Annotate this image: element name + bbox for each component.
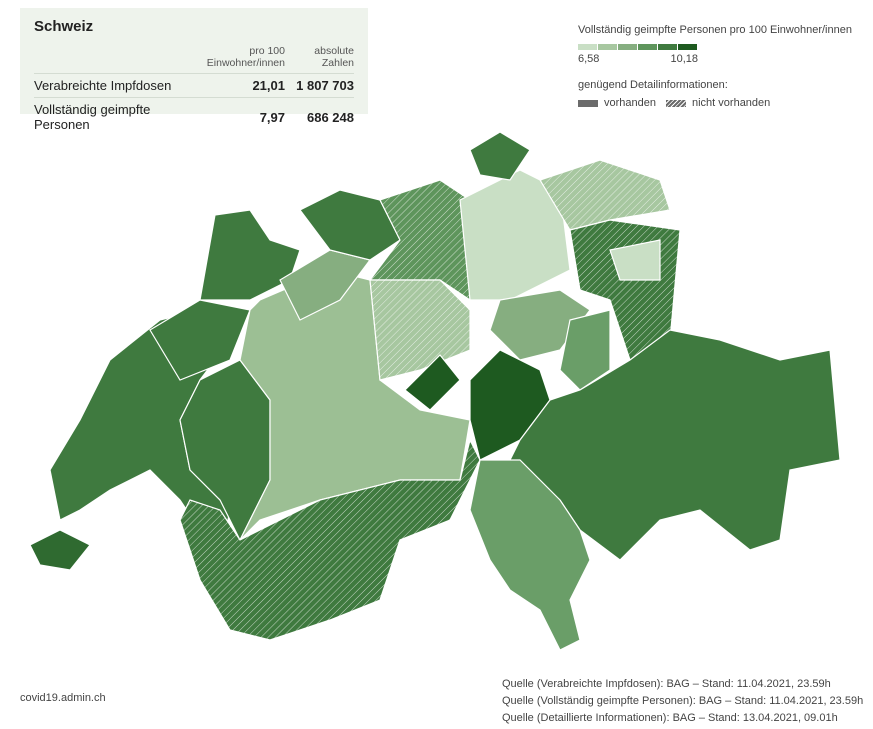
legend: Vollständig geimpfte Personen pro 100 Ei… [578,24,852,109]
absolute-value: 1 807 703 [285,73,354,98]
canton [279,249,372,321]
color-swatch [598,44,617,50]
color-swatch [618,44,637,50]
canton [559,309,611,391]
per100-value: 21,01 [175,73,285,98]
summary-row: Vollständig geimpfte Personen 7,97 686 248 [34,97,354,136]
summary-row: Verabreichte Impfdosen 21,01 1 807 703 [34,73,354,98]
color-swatch [658,44,677,50]
canton [469,131,531,181]
summary-table: pro 100 Einwohner/innen absolute Zahlen … [34,45,354,136]
column-header: absolute Zahlen [314,45,354,69]
row-label: Verabreichte Impfdosen [34,73,176,98]
color-swatch [578,44,597,50]
legend-max: 10,18 [670,53,698,65]
legend-min: 6,58 [578,53,600,65]
cantons [29,131,841,651]
color-scale [578,44,852,50]
color-swatch [638,44,657,50]
source-line: Quelle (Verabreichte Impfdosen): BAG – S… [502,678,831,690]
per100-value: 7,97 [175,97,285,136]
canton [149,299,251,381]
canton [459,169,571,301]
canton [29,529,91,571]
canton [609,239,661,281]
site-link[interactable]: covid19.admin.ch [20,692,106,704]
legend-title: Vollständig geimpfte Personen pro 100 Ei… [578,24,852,36]
color-swatch [678,44,697,50]
summary-box: Schweiz pro 100 Einwohner/innen absolute… [20,8,368,136]
canton [199,209,301,301]
summary-title: Schweiz [34,18,94,35]
canton [179,438,481,641]
canton [469,459,591,651]
source-line: Quelle (Vollständig geimpfte Personen): … [502,695,864,707]
sources: Quelle (Verabreichte Impfdosen): BAG – S… [502,676,863,727]
detail-item: vorhanden [604,97,656,109]
source-line: Quelle (Detaillierte Informationen): BAG… [502,712,838,724]
absolute-value: 686 248 [285,97,354,136]
row-label: Vollständig geimpfte Personen [34,97,176,136]
canton [404,354,461,411]
solid-swatch [578,99,598,107]
hatched-swatch [666,99,686,107]
detail-title: genügend Detailinformationen: [578,79,728,91]
detail-item: nicht vorhanden [692,97,771,109]
column-header: pro 100 Einwohner/innen [206,45,285,69]
canton [369,279,471,381]
